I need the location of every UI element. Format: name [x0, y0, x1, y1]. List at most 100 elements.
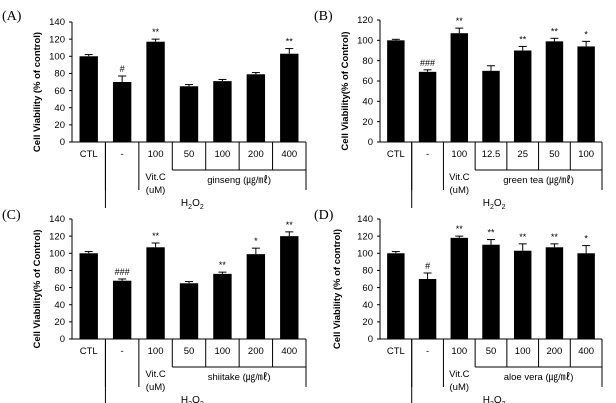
significance-mark: **: [152, 231, 160, 241]
y-tick-label: 60: [362, 283, 373, 294]
y-tick-label: 0: [60, 137, 65, 148]
x-tick-label: 100: [214, 346, 230, 357]
x-tick-label: 100: [578, 149, 594, 160]
x-tick-label: 50: [486, 346, 497, 357]
significance-mark: **: [219, 260, 227, 270]
x-tick-label: -: [426, 149, 429, 160]
x-tick-label: 100: [451, 149, 467, 160]
y-tick-label: 60: [54, 283, 65, 294]
x-tick-label: 100: [148, 346, 164, 357]
y-tick-label: 80: [54, 266, 65, 277]
treatment-label: H2O2: [181, 198, 204, 211]
significance-mark: ###: [420, 58, 435, 68]
bar: [513, 50, 532, 142]
bar: [545, 247, 564, 339]
y-tick-label: 100: [357, 248, 373, 259]
treatment-label: H2O2: [483, 198, 506, 211]
panel-b: (B) Cell Viability(% of Control) 0 20 40 60 80…: [314, 9, 603, 211]
bar: [577, 46, 595, 142]
y-tick-label: 60: [54, 86, 65, 97]
bar: [450, 33, 469, 142]
y-tick-label: 0: [368, 334, 373, 345]
y-tick-label: 20: [362, 117, 373, 128]
x-tick-label: 200: [546, 346, 562, 357]
vitc-unit: (uM): [146, 185, 166, 196]
bar: [112, 280, 132, 339]
vitc-label: Vit.C: [449, 172, 470, 183]
x-tick-label: 100: [148, 149, 164, 160]
y-tick-label: 140: [357, 214, 373, 225]
y-tick-label: 120: [49, 231, 65, 242]
bar: [213, 273, 232, 339]
significance-mark: **: [286, 37, 294, 47]
panel-label: (D): [314, 208, 334, 223]
y-tick-label: 80: [54, 69, 65, 80]
bar: [246, 74, 266, 142]
bar: [418, 71, 437, 142]
y-axis-label: Cell Viability (% of control): [32, 32, 43, 152]
significance-mark: *: [584, 29, 588, 39]
x-tick-label: CTL: [80, 346, 98, 357]
y-tick-label: 0: [60, 334, 65, 345]
bar: [112, 82, 132, 142]
extract-label: green tea (㎍/㎖): [503, 175, 574, 186]
bar: [246, 254, 266, 339]
y-tick-label: 60: [362, 76, 373, 87]
x-tick-label: 12.5: [482, 149, 501, 160]
vitc-unit: (uM): [146, 382, 166, 393]
panel-label: (B): [314, 9, 333, 24]
y-tick-label: 40: [54, 300, 65, 311]
panel-a: (A) Cell Viability (% of control) 0 20 40 60 8…: [2, 9, 307, 211]
significance-mark: **: [456, 224, 464, 234]
panel-c: (C) Cell Viability(% of Control) 0 20 40 60 80…: [2, 208, 307, 403]
bar: [79, 253, 98, 339]
x-tick-label: 100: [214, 149, 230, 160]
extract-label: aloe vera (㎍/㎖): [504, 372, 574, 383]
y-axis-label: Cell Viability(% of Control): [32, 229, 43, 348]
x-tick-label: -: [426, 346, 429, 357]
panel-label: (C): [2, 208, 21, 223]
y-axis-label: Cell Viability(% of Control): [340, 31, 351, 150]
y-tick-label: 40: [362, 97, 373, 108]
bar: [179, 283, 199, 339]
y-tick-label: 40: [54, 103, 65, 114]
y-tick-label: 140: [49, 17, 65, 28]
vitc-label: Vit.C: [145, 172, 166, 183]
bar: [280, 53, 299, 142]
y-tick-label: 120: [357, 231, 373, 242]
x-tick-label: 400: [281, 149, 297, 160]
x-tick-label: -: [121, 346, 124, 357]
y-tick-label: 20: [54, 317, 65, 328]
significance-mark: *: [254, 236, 258, 246]
y-tick-label: 140: [49, 214, 65, 225]
bar: [179, 86, 199, 142]
significance-mark: **: [487, 228, 495, 238]
bar: [418, 279, 437, 339]
bar: [482, 244, 500, 339]
y-tick-label: 0: [368, 137, 373, 148]
treatment-label: H2O2: [483, 395, 506, 403]
x-tick-label: 400: [281, 346, 297, 357]
y-tick-label: 80: [362, 56, 373, 67]
significance-mark: #: [120, 64, 125, 74]
x-tick-label: CTL: [387, 346, 405, 357]
y-tick-label: 20: [54, 120, 65, 131]
panel-label: (A): [2, 9, 22, 24]
significance-mark: **: [551, 232, 559, 242]
bar: [513, 250, 532, 339]
significance-mark: #: [425, 261, 430, 271]
bar: [280, 236, 299, 339]
bar: [450, 237, 469, 339]
x-tick-label: 50: [184, 149, 195, 160]
significance-mark: *: [584, 234, 588, 244]
x-tick-label: 50: [184, 346, 195, 357]
vitc-unit: (uM): [450, 382, 470, 393]
x-tick-label: -: [121, 149, 124, 160]
x-tick-label: 400: [578, 346, 594, 357]
vitc-label: Vit.C: [449, 369, 470, 380]
y-tick-label: 100: [49, 248, 65, 259]
x-tick-label: 200: [248, 346, 264, 357]
bar: [146, 41, 165, 142]
bar: [146, 247, 165, 339]
